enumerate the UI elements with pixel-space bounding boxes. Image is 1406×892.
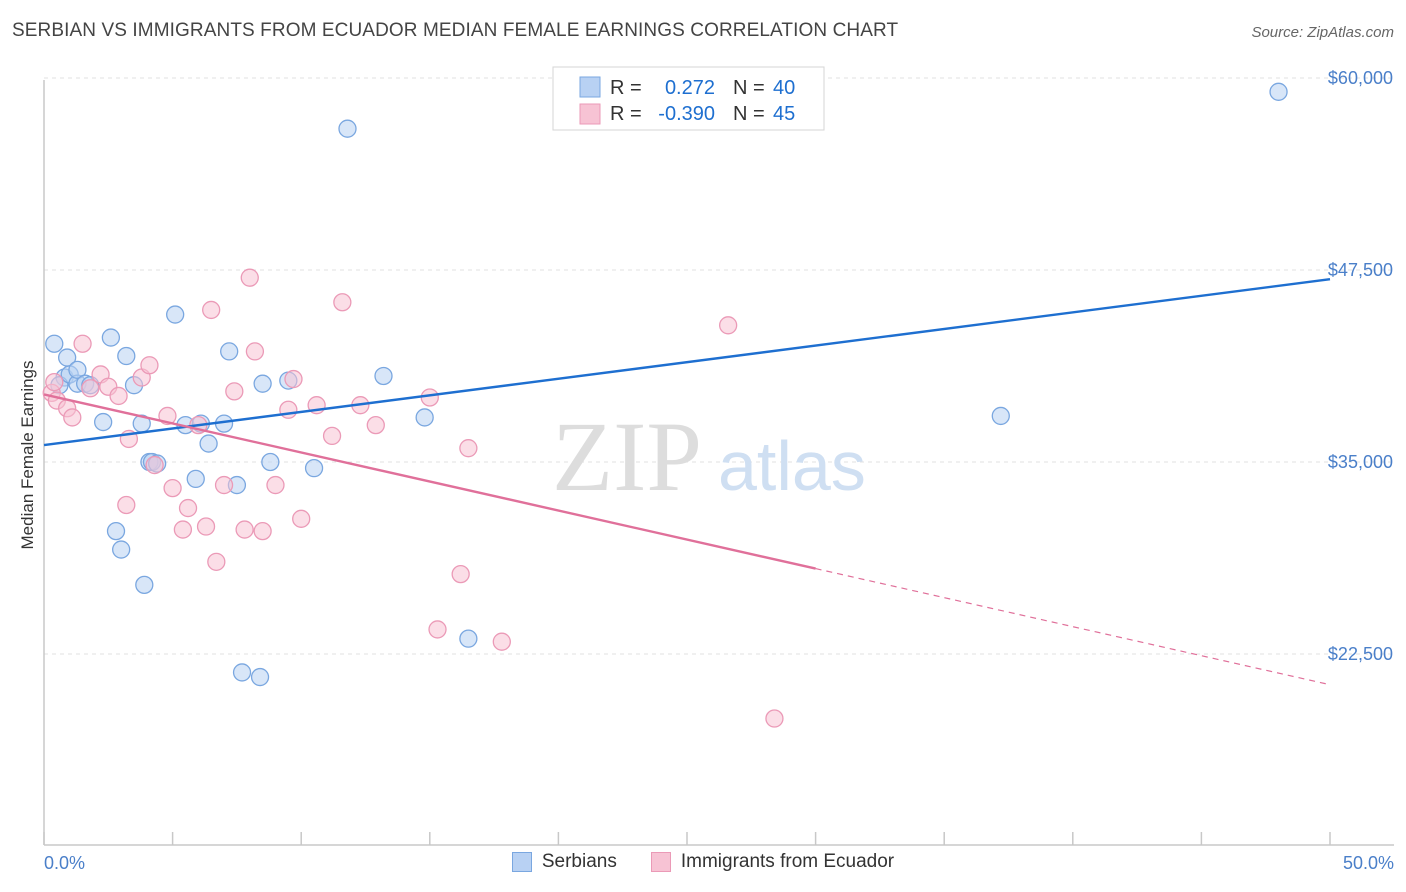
- ecuador-point-6: [81, 379, 100, 398]
- ecuador-point-41: [459, 439, 478, 458]
- serbians-trend-line: [43, 278, 1331, 447]
- watermark-atlas: atlas: [718, 427, 866, 505]
- watermark: ZIP atlas: [552, 401, 866, 512]
- ecuador-point-29: [266, 475, 285, 495]
- serbians-point-27: [304, 458, 324, 478]
- legend-r-label-pink: R =: [610, 103, 642, 125]
- ecuador-point-44: [765, 709, 784, 728]
- ecuador-point-5: [73, 334, 92, 353]
- serbians-point-9: [94, 412, 113, 432]
- watermark-zip: ZIP: [552, 401, 702, 512]
- ecuador-point-4: [63, 408, 82, 427]
- ecuador-trend-extension: [815, 568, 1331, 686]
- serbians-point-30: [415, 408, 434, 427]
- serbians-point-35: [232, 663, 252, 682]
- serbians-point-4: [57, 348, 77, 367]
- y-tick-label-0: $22,500: [1328, 644, 1393, 664]
- ecuador-point-23: [214, 475, 234, 495]
- x-tick-labels: 0.0% 50.0%: [44, 853, 1394, 873]
- ecuador-point-28: [253, 521, 272, 541]
- serbians-point-11: [117, 346, 136, 366]
- trend-lines: [43, 278, 1331, 686]
- ecuador-point-21: [202, 300, 221, 320]
- serbians-point-6: [68, 360, 87, 379]
- ecuador-swatch: [650, 852, 671, 872]
- serbians-legend-label: Serbians: [541, 851, 617, 872]
- ecuador-point-32: [292, 509, 311, 528]
- legend-r-value-blue: 0.272: [665, 77, 715, 99]
- legend-n-value-blue: 40: [773, 77, 795, 99]
- legend-swatch-pink: [579, 103, 601, 125]
- ecuador-point-31: [284, 369, 303, 389]
- ecuador-point-27: [245, 342, 265, 361]
- ecuador-point-38: [420, 388, 439, 407]
- ecuador-point-25: [235, 520, 254, 539]
- legend-r-value-pink: -0.390: [658, 103, 715, 125]
- ecuador-point-24: [225, 382, 244, 401]
- serbians-point-18: [186, 469, 205, 489]
- source-label: Source: ZipAtlas.com: [1251, 24, 1394, 41]
- serbians-point-34: [135, 575, 154, 595]
- series-legend-item-ecuador: Immigrants from Ecuador: [650, 851, 895, 873]
- ecuador-point-22: [207, 552, 226, 571]
- x-tick-label-1: 50.0%: [1343, 853, 1394, 873]
- stats-legend: R = 0.272 N = 40 R = -0.390 N = 45: [552, 66, 825, 131]
- serbians-point-16: [166, 305, 185, 324]
- ecuador-point-26: [240, 268, 259, 287]
- ecuador-point-9: [109, 386, 128, 406]
- ecuador-point-40: [451, 564, 470, 584]
- ecuador-point-34: [322, 426, 342, 446]
- serbians-point-36: [250, 667, 270, 687]
- chart-title: SERBIAN VS IMMIGRANTS FROM ECUADOR MEDIA…: [12, 20, 899, 41]
- ecuador-point-17: [173, 520, 193, 539]
- serbians-point-28: [338, 119, 357, 138]
- y-tick-labels: $22,500 $35,000 $47,500 $60,000: [1328, 68, 1393, 664]
- ecuador-point-1: [45, 372, 64, 392]
- legend-n-label-blue: N =: [733, 77, 765, 99]
- ecuador-point-30: [279, 400, 298, 419]
- legend-swatch-blue: [579, 76, 601, 98]
- ecuador-legend-label: Immigrants from Ecuador: [680, 851, 895, 872]
- serbians-point-33: [112, 540, 131, 559]
- series-legend: Serbians Immigrants from Ecuador: [0, 851, 1406, 873]
- legend-r-label-blue: R =: [610, 77, 642, 99]
- x-ticks: [43, 832, 1331, 845]
- legend-n-value-pink: 45: [773, 103, 795, 125]
- serbians-point-37: [991, 406, 1010, 426]
- y-tick-label-2: $47,500: [1328, 260, 1393, 280]
- serbians-point-20: [199, 434, 218, 453]
- ecuador-point-39: [428, 620, 447, 639]
- ecuador-point-18: [178, 498, 198, 518]
- ecuador-point-11: [117, 495, 136, 515]
- serbians-swatch: [511, 852, 532, 872]
- serbians-point-31: [459, 629, 478, 648]
- serbians-point-32: [106, 521, 126, 541]
- serbians-point-29: [374, 366, 393, 386]
- x-tick-label-0: 0.0%: [44, 853, 85, 873]
- ecuador-point-16: [163, 478, 182, 498]
- serbians-point-0: [45, 334, 64, 353]
- serbians-point-38: [1269, 82, 1288, 101]
- ecuador-point-20: [196, 517, 216, 536]
- serbians-point-22: [220, 342, 239, 361]
- ecuador-trend-line: [43, 393, 816, 570]
- y-axis-label: Median Female Earnings: [18, 361, 37, 550]
- ecuador-point-13: [140, 356, 159, 375]
- gridlines: [44, 77, 1394, 655]
- y-tick-label-1: $35,000: [1328, 452, 1393, 472]
- ecuador-points: [42, 268, 784, 728]
- ecuador-point-42: [492, 632, 511, 651]
- axes: [43, 80, 1394, 846]
- serbians-point-24: [253, 374, 272, 393]
- serbians-point-25: [261, 452, 280, 472]
- ecuador-point-37: [366, 415, 385, 435]
- serbians-point-10: [101, 328, 121, 347]
- ecuador-point-36: [333, 293, 352, 312]
- ecuador-point-43: [719, 316, 738, 335]
- series-legend-item-serbians: Serbians: [511, 851, 617, 873]
- ecuador-point-14: [145, 455, 164, 475]
- legend-n-label-pink: N =: [733, 103, 765, 125]
- y-tick-label-3: $60,000: [1328, 68, 1393, 88]
